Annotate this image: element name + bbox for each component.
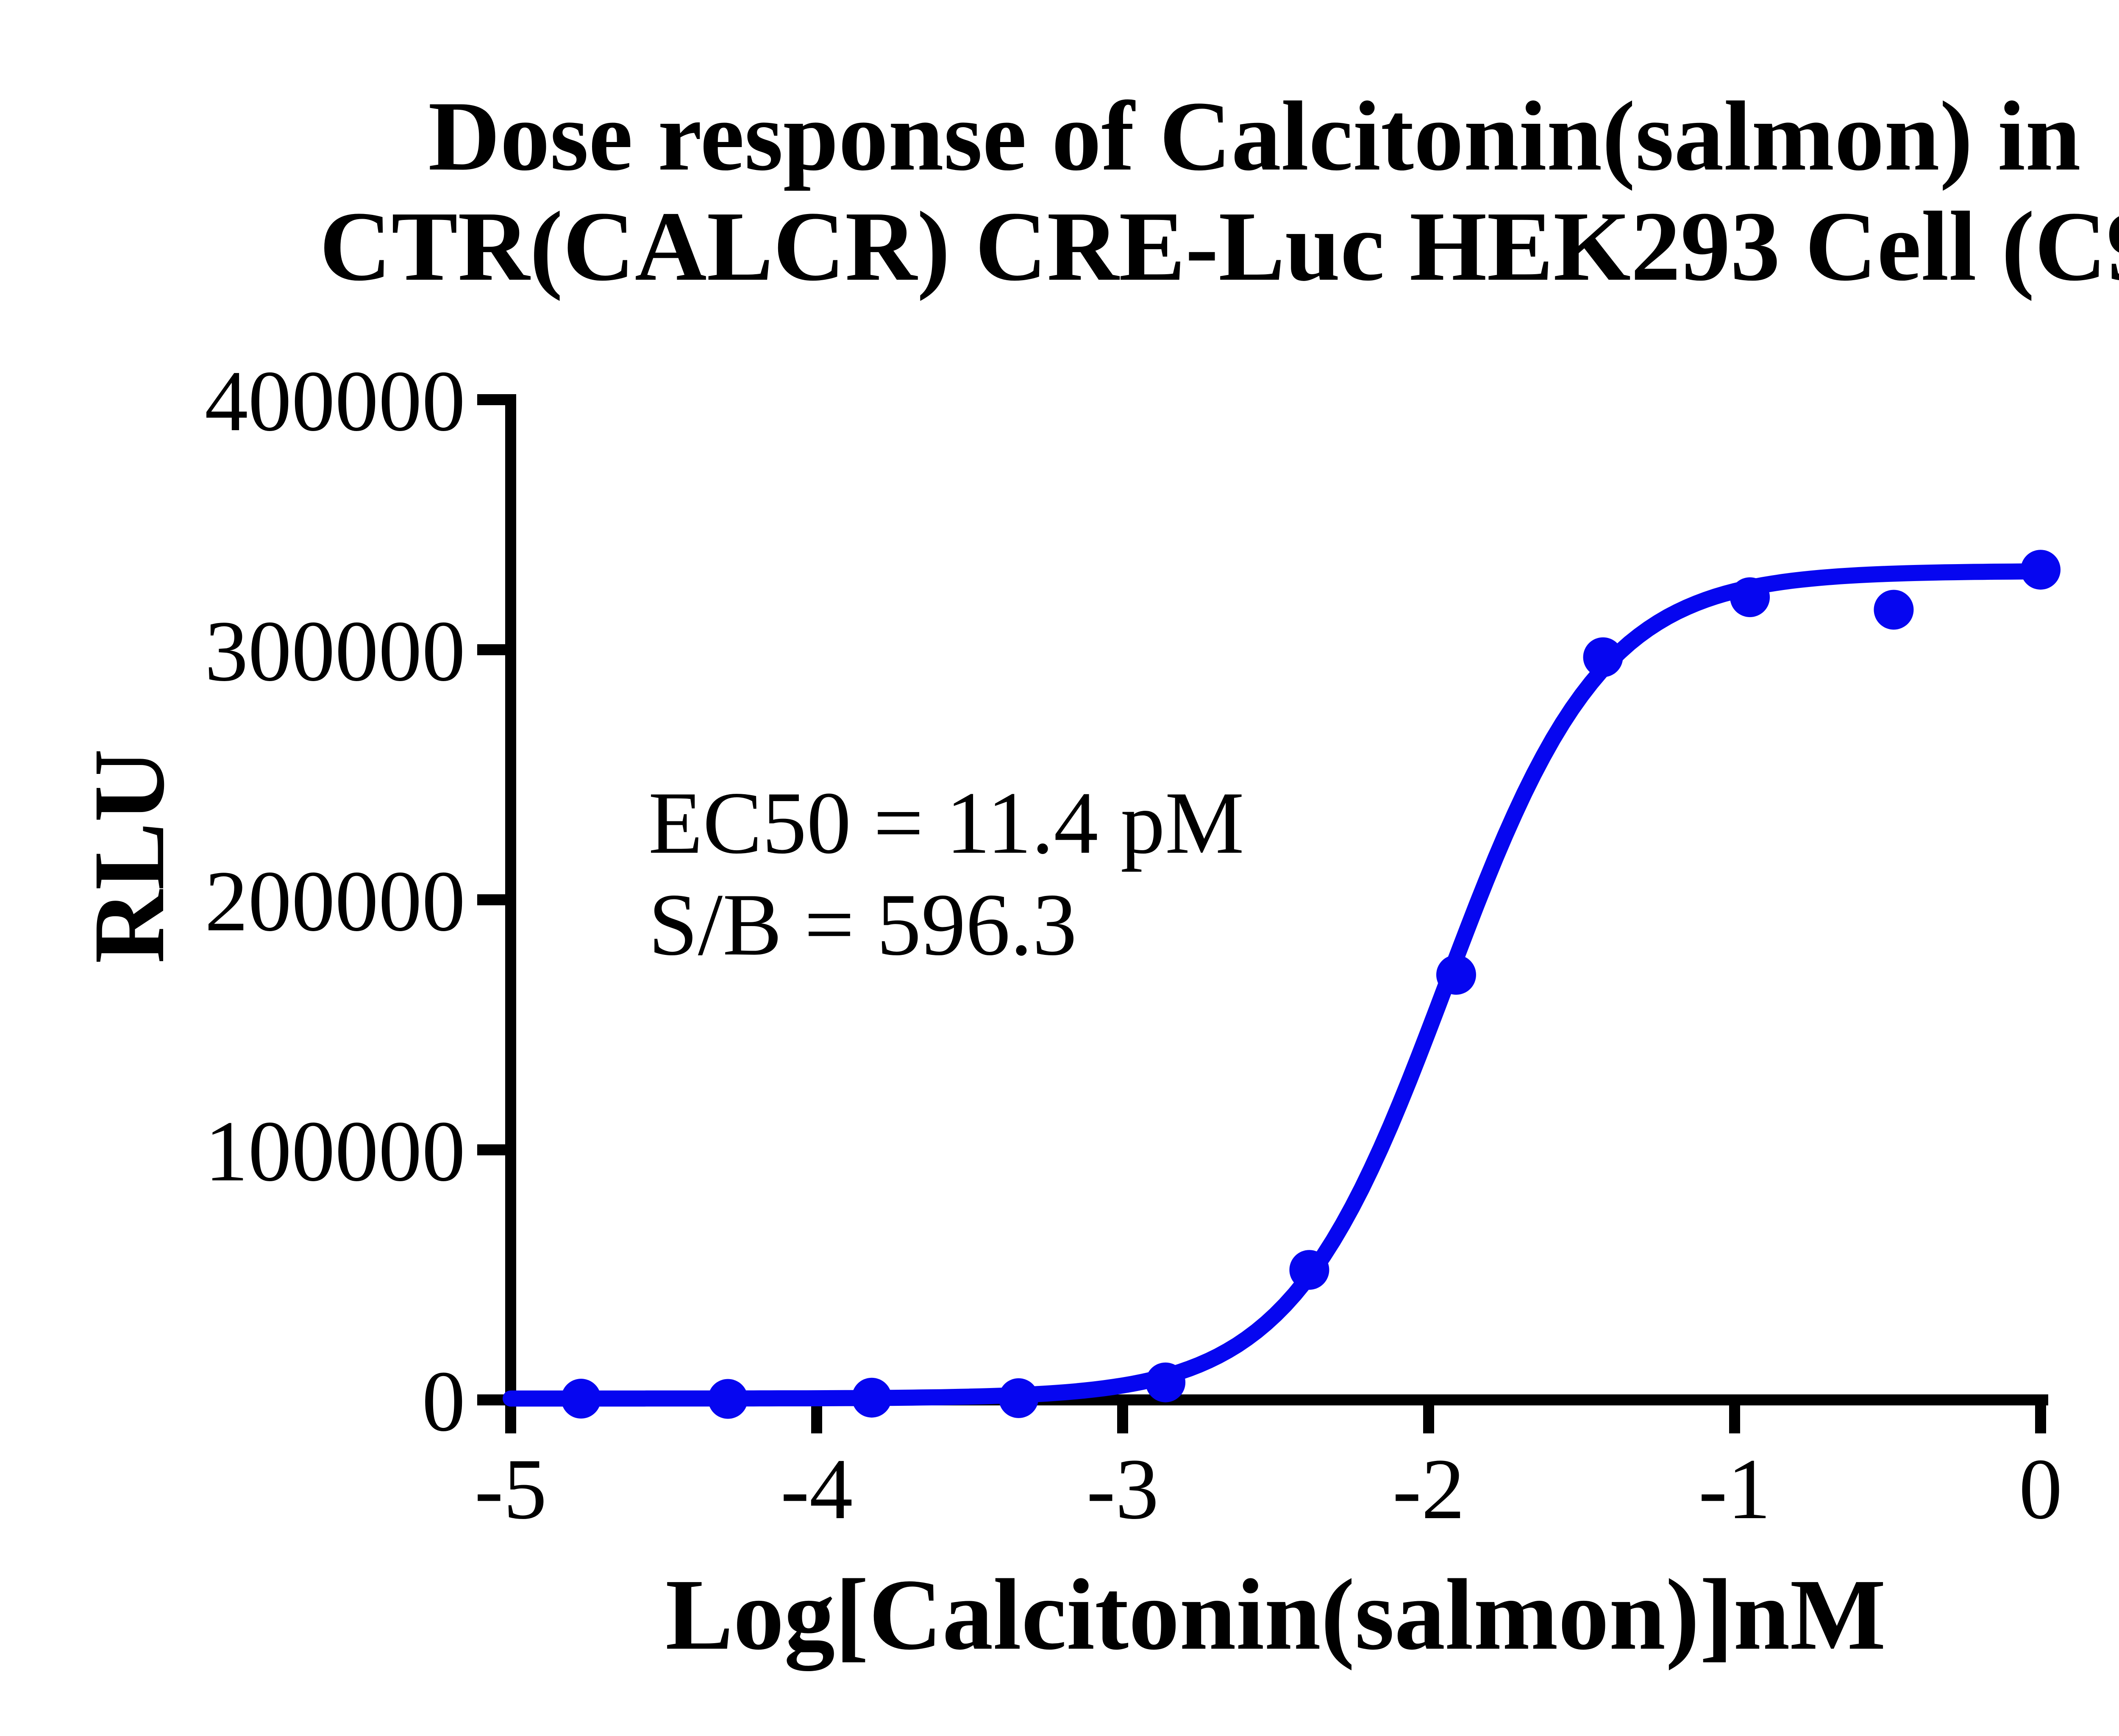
- y-tick-label: 100000: [205, 1103, 465, 1199]
- y-tick-label: 400000: [205, 353, 465, 449]
- data-point: [1583, 637, 1623, 677]
- x-tick-label: 0: [2019, 1441, 2063, 1537]
- fit-curve: [503, 563, 2049, 1407]
- y-tick-label: 200000: [205, 853, 465, 949]
- sb-annotation: S/B = 596.3: [648, 876, 1077, 974]
- fit-curve-layer: [503, 563, 2049, 1407]
- data-point: [708, 1379, 748, 1419]
- x-tick-label: -1: [1699, 1441, 1771, 1537]
- data-point: [851, 1377, 892, 1418]
- data-point: [1874, 590, 1914, 630]
- x-tick-label: -3: [1087, 1441, 1159, 1537]
- data-point: [2021, 550, 2061, 590]
- chart-title-line-2: CTR(CALCR) CRE-Luc HEK293 Cell (C9): [320, 191, 2119, 301]
- data-point: [1730, 577, 1770, 618]
- x-tick-label: -4: [781, 1441, 853, 1537]
- y-tick-label: 0: [422, 1353, 466, 1449]
- axis-ticks: 0 100000 200000 300000 400000 -5 -4 -3 -2 -1 0: [205, 353, 2062, 1537]
- data-point: [561, 1379, 601, 1419]
- y-axis-title: RLU: [72, 749, 185, 964]
- data-point: [998, 1378, 1039, 1418]
- data-point: [1436, 955, 1476, 995]
- x-axis-title: Log[Calcitonin(salmon)]nM: [665, 1558, 1886, 1671]
- chart-title-line-1: Dose response of Calcitonin(salmon) in: [428, 81, 2080, 191]
- x-tick-label: -2: [1393, 1441, 1465, 1537]
- data-point: [1289, 1250, 1329, 1290]
- data-points-layer: [561, 550, 2061, 1419]
- y-tick-label: 300000: [205, 603, 465, 699]
- data-point: [1146, 1362, 1186, 1402]
- ec50-annotation: EC50 = 11.4 pM: [648, 774, 1244, 872]
- x-tick-label: -5: [475, 1441, 547, 1537]
